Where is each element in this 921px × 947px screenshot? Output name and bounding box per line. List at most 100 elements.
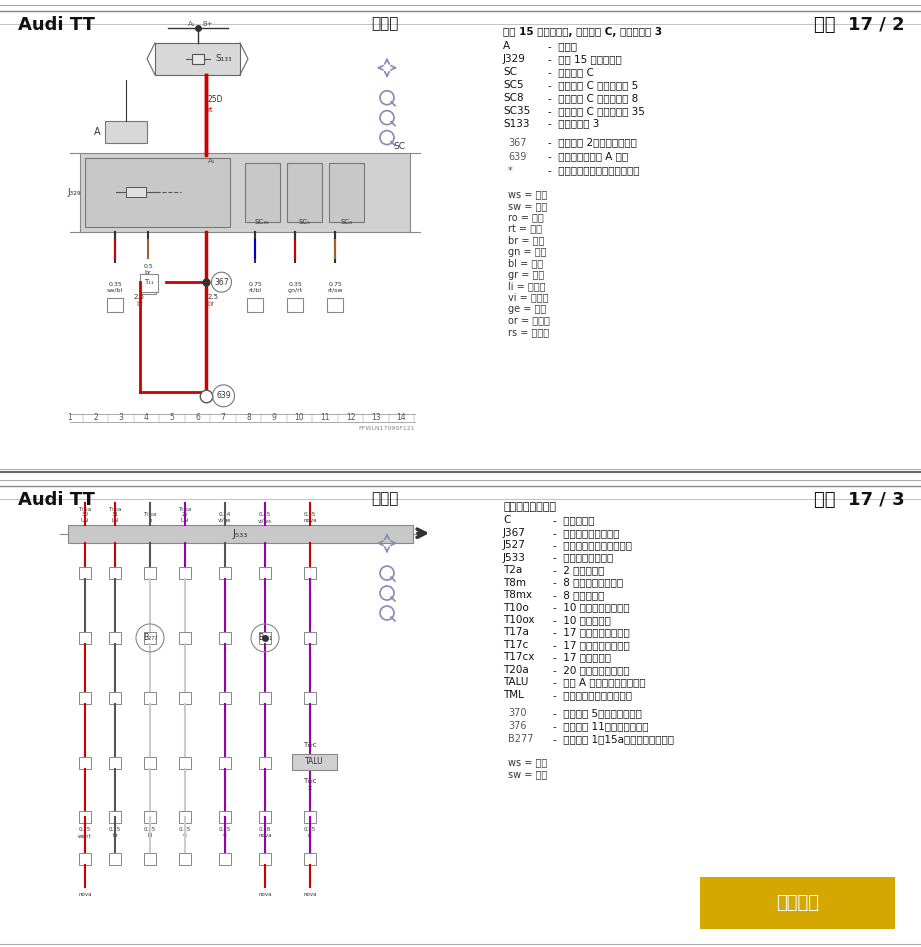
FancyBboxPatch shape	[219, 691, 231, 704]
Text: br = 褐色: br = 褐色	[508, 235, 544, 245]
FancyBboxPatch shape	[79, 691, 91, 704]
Text: FFWLN1709SF121: FFWLN1709SF121	[358, 426, 415, 431]
Text: T₁₇c
x: T₁₇c x	[303, 777, 317, 791]
Text: A₁: A₁	[188, 21, 195, 27]
Text: rt = 红色: rt = 红色	[508, 223, 542, 234]
FancyBboxPatch shape	[144, 812, 156, 823]
Text: T₇₂₂a
30
UN: T₇₂₂a 30 UN	[78, 507, 91, 524]
Text: J527: J527	[503, 540, 526, 550]
FancyBboxPatch shape	[79, 567, 91, 579]
Text: 2.5: 2.5	[134, 295, 145, 300]
FancyBboxPatch shape	[192, 54, 204, 63]
Text: T₇₂₃a
31
LN: T₇₂₃a 31 LN	[109, 507, 122, 524]
Text: 0.35
nova: 0.35 nova	[303, 512, 317, 524]
Text: 0.5
br: 0.5 br	[143, 264, 153, 275]
FancyBboxPatch shape	[107, 298, 123, 313]
FancyBboxPatch shape	[219, 853, 231, 866]
Text: Audi TT: Audi TT	[18, 16, 95, 34]
Text: gr = 灰色: gr = 灰色	[508, 270, 544, 279]
FancyBboxPatch shape	[287, 163, 322, 223]
Text: rs = 粉红色: rs = 粉红色	[508, 327, 549, 337]
Text: T₁₇c: T₁₇c	[303, 742, 317, 747]
Text: T8mx: T8mx	[503, 590, 532, 600]
Text: T17cx: T17cx	[503, 652, 534, 662]
FancyBboxPatch shape	[259, 567, 271, 579]
Text: -  2 芯插头连接: - 2 芯插头连接	[553, 565, 604, 575]
Text: -  保险丝架 C 上的保险丝 35: - 保险丝架 C 上的保险丝 35	[548, 106, 645, 116]
Text: 4: 4	[144, 413, 149, 422]
FancyBboxPatch shape	[259, 691, 271, 704]
Text: vi = 淡紫色: vi = 淡紫色	[508, 293, 549, 303]
Text: -  蓄电池监控控制单元: - 蓄电池监控控制单元	[553, 527, 620, 538]
Text: S133: S133	[503, 118, 530, 129]
FancyBboxPatch shape	[304, 757, 316, 769]
Text: -  正极连接 1（15a），在主导线束中: - 正极连接 1（15a），在主导线束中	[553, 734, 674, 744]
Text: bl = 蓝色: bl = 蓝色	[508, 259, 543, 268]
FancyBboxPatch shape	[179, 853, 191, 866]
FancyBboxPatch shape	[109, 632, 121, 644]
FancyBboxPatch shape	[304, 567, 316, 579]
Text: SC₃₅: SC₃₅	[254, 220, 269, 225]
Text: 0.35
br: 0.35 br	[109, 828, 122, 838]
FancyBboxPatch shape	[140, 280, 156, 295]
Text: 编号  17 / 3: 编号 17 / 3	[814, 491, 905, 509]
Text: 3: 3	[119, 413, 123, 422]
Text: nova: nova	[78, 892, 92, 897]
FancyBboxPatch shape	[79, 853, 91, 866]
Text: br: br	[136, 301, 143, 307]
Text: 367: 367	[215, 277, 228, 287]
Text: li = 淡紫色: li = 淡紫色	[508, 281, 545, 291]
Text: -  17 芯插头连接: - 17 芯插头连接	[553, 652, 611, 662]
Text: -  左侧 A 柱上的下部连接位置: - 左侧 A 柱上的下部连接位置	[553, 677, 646, 688]
Text: 12: 12	[345, 413, 356, 422]
FancyBboxPatch shape	[259, 632, 271, 644]
Text: -  保险丝架 C: - 保险丝架 C	[548, 67, 594, 77]
FancyBboxPatch shape	[79, 812, 91, 823]
FancyBboxPatch shape	[219, 757, 231, 769]
Text: T10o: T10o	[503, 602, 529, 613]
FancyBboxPatch shape	[79, 632, 91, 644]
FancyBboxPatch shape	[155, 43, 240, 75]
Text: Audi TT: Audi TT	[18, 491, 95, 509]
Text: 0.35
vi/ws: 0.35 vi/ws	[258, 512, 272, 524]
FancyBboxPatch shape	[329, 163, 364, 223]
Text: 5: 5	[169, 413, 174, 422]
Text: T17c: T17c	[503, 640, 529, 650]
Text: -  10 芯插头连接: - 10 芯插头连接	[553, 615, 611, 625]
Text: ws = 白色: ws = 白色	[508, 757, 547, 767]
FancyBboxPatch shape	[304, 853, 316, 866]
Text: SC: SC	[503, 67, 517, 77]
FancyBboxPatch shape	[259, 812, 271, 823]
FancyBboxPatch shape	[179, 812, 191, 823]
Text: 0.35
vi: 0.35 vi	[219, 828, 231, 838]
Text: 0.35
sw/bl: 0.35 sw/bl	[107, 282, 123, 293]
Text: T₇₂₀a
b: T₇₂₀a b	[144, 512, 157, 524]
Text: -  转向柱电子装置控制单元: - 转向柱电子装置控制单元	[553, 540, 632, 550]
Text: ro = 红色: ro = 红色	[508, 212, 543, 223]
FancyBboxPatch shape	[144, 567, 156, 579]
Text: J533: J533	[503, 553, 526, 563]
Text: -  保险丝架 C 上的保险丝 5: - 保险丝架 C 上的保险丝 5	[548, 80, 638, 90]
Text: 端子 15 供电继电器, 保险丝架 C, 燕断保险丝 3: 端子 15 供电继电器, 保险丝架 C, 燕断保险丝 3	[503, 27, 662, 37]
FancyBboxPatch shape	[327, 298, 343, 313]
FancyBboxPatch shape	[287, 298, 303, 313]
Text: S₁₃₃: S₁₃₃	[216, 54, 232, 63]
FancyBboxPatch shape	[85, 157, 230, 227]
Text: 0.35
bl: 0.35 bl	[144, 828, 157, 838]
Text: *: *	[508, 166, 513, 175]
Text: B277: B277	[508, 734, 533, 744]
Text: ws = 白色: ws = 白色	[508, 189, 547, 200]
Text: sw = 黑色: sw = 黑色	[508, 201, 547, 211]
Text: rt: rt	[207, 107, 213, 113]
Text: SC₈: SC₈	[340, 220, 352, 225]
Text: 0.35
vi: 0.35 vi	[179, 828, 192, 838]
FancyBboxPatch shape	[109, 567, 121, 579]
Text: A: A	[503, 41, 510, 51]
Text: T10ox: T10ox	[503, 615, 534, 625]
Text: 1: 1	[67, 413, 73, 422]
Text: nova: nova	[258, 892, 272, 897]
Text: 0.35
rt: 0.35 rt	[304, 828, 316, 838]
Text: SC35: SC35	[503, 106, 530, 116]
Text: 汽修帮手: 汽修帮手	[776, 894, 819, 912]
Text: -  端子 15 供电继电器: - 端子 15 供电继电器	[548, 54, 622, 63]
